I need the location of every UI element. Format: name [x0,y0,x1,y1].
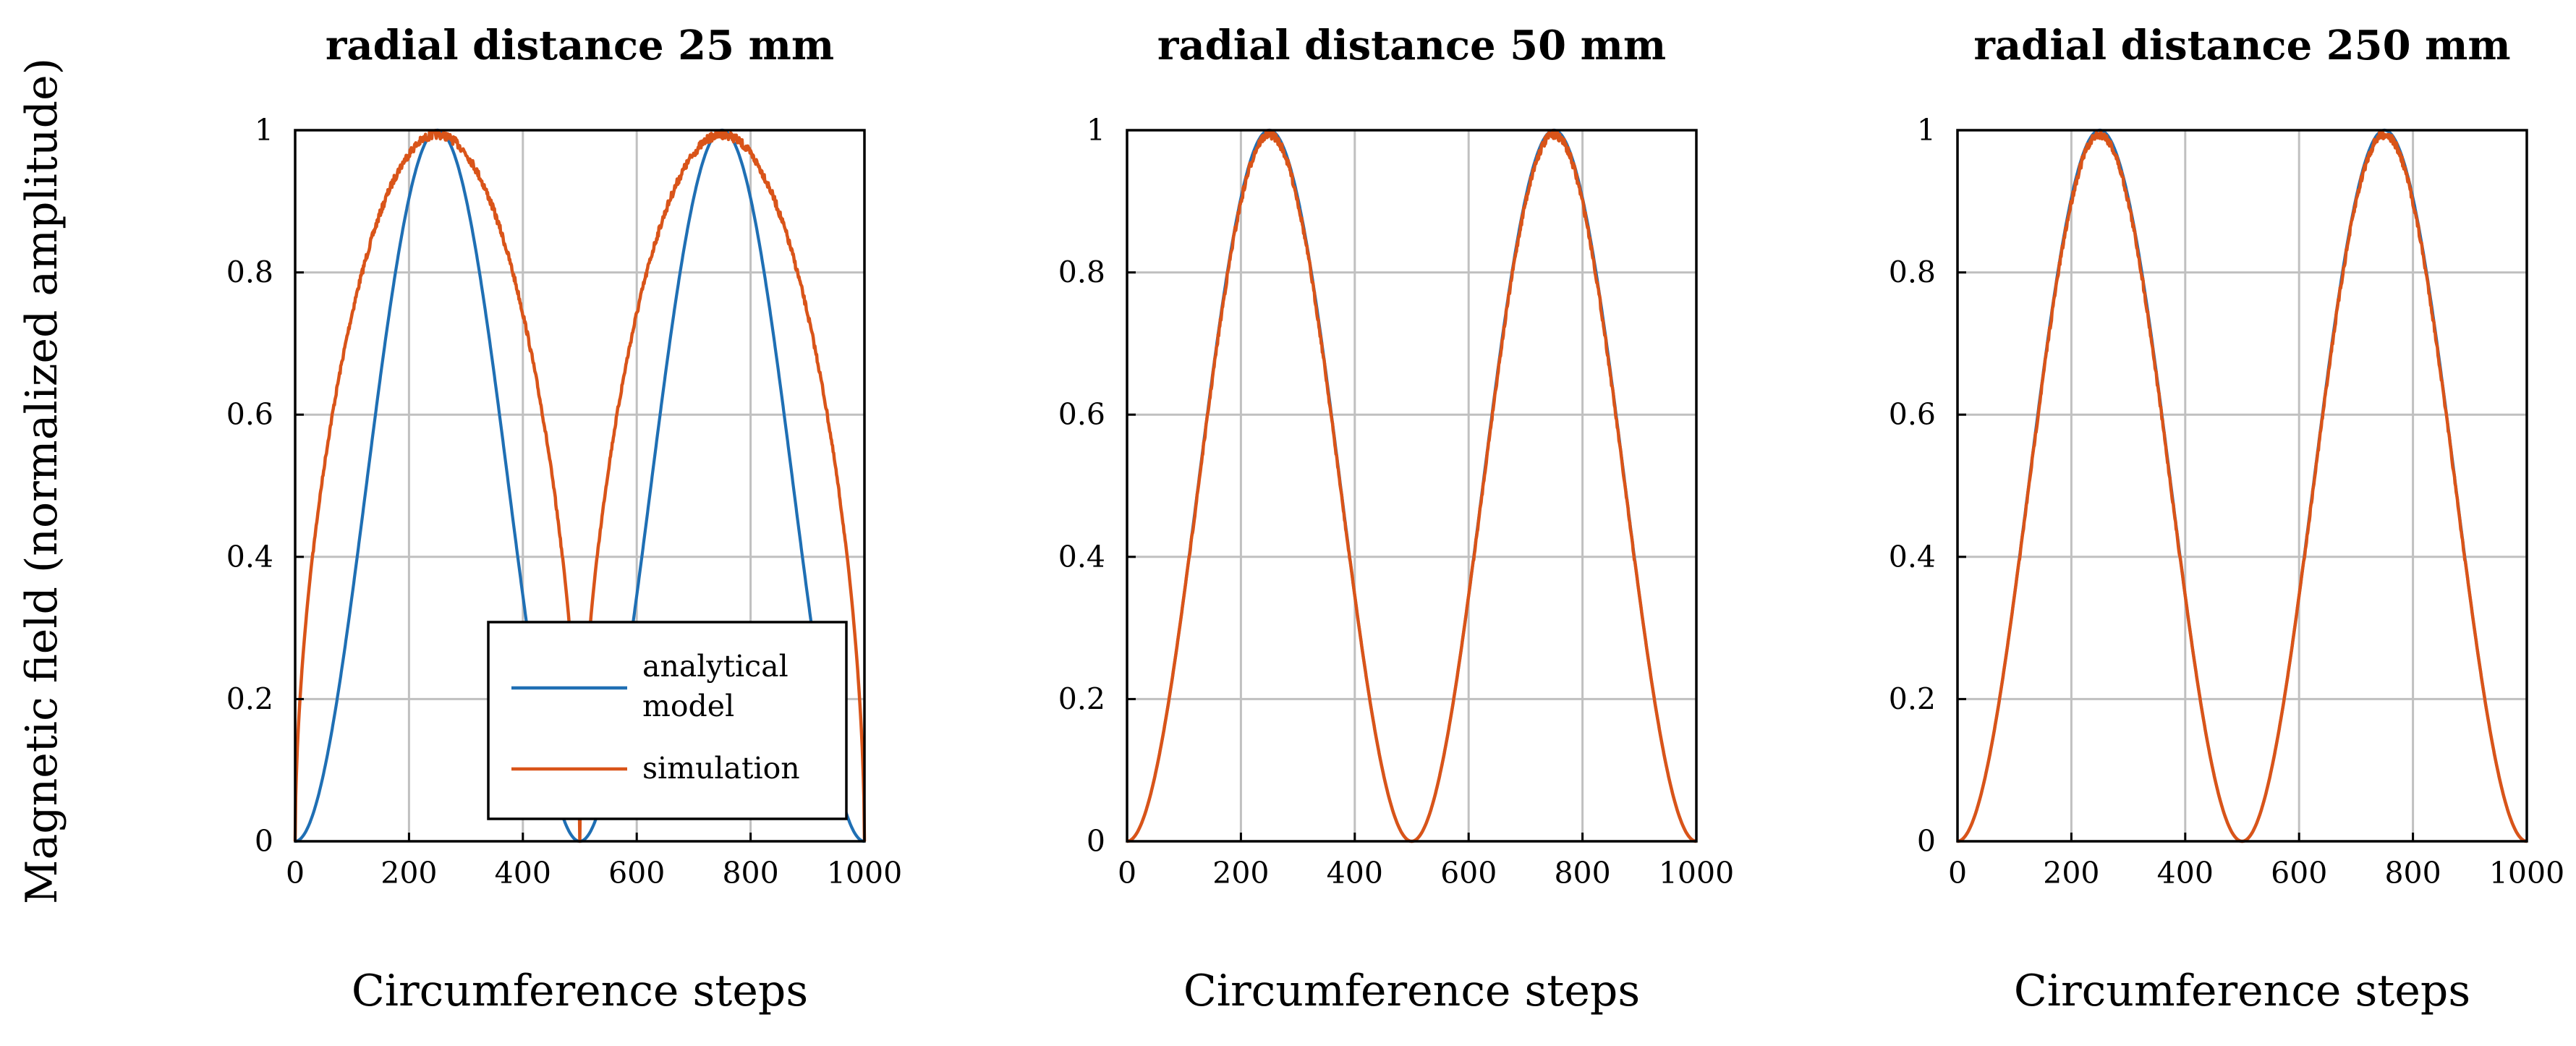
y-tick-label: 0.2 [1889,681,1936,716]
x-tick-label: 600 [2271,856,2327,890]
legend-analytical-label-2: model [642,689,734,723]
y-tick-label: 0.6 [1058,397,1105,432]
x-tick-label: 400 [495,856,551,890]
x-tick-label: 400 [1327,856,1383,890]
legend: analytical model simulation [487,621,848,820]
x-tick-label: 0 [286,856,305,890]
panel-title: radial distance 25 mm [326,22,834,69]
chart-panel-2: 0 200 400 600 800 1000 0 0.2 0.4 0.6 0.8 1 radial di… [1058,22,1734,1016]
y-tick-label: 0.6 [1889,397,1936,432]
y-tick-label: 1 [1087,113,1105,148]
panel-title: radial distance 50 mm [1157,22,1666,69]
y-tick-label: 0.4 [1058,540,1105,574]
y-tick-label: 0.8 [226,255,273,290]
x-tick-label: 1000 [1659,856,1734,890]
chart-panel-1: 0 200 400 600 800 1000 0 0.2 0.4 0.6 0.8 1 radial di… [226,22,902,1016]
panel-title: radial distance 250 mm [1973,22,2510,69]
x-tick-label: 200 [2043,856,2099,890]
y-tick-label: 0.4 [1889,540,1936,574]
x-axis-label: Circumference steps [2014,966,2470,1016]
plot-area [1127,130,1696,841]
y-tick-label: 0.8 [1058,255,1105,290]
x-tick-label: 600 [608,856,665,890]
axes-frame [1956,129,2528,843]
y-tick-label: 1 [255,113,273,148]
x-tick-label: 0 [1118,856,1136,890]
y-tick-label: 1 [1917,113,1936,148]
x-tick-label: 200 [381,856,437,890]
y-tick-label: 0.2 [226,681,273,716]
x-tick-label: 800 [722,856,778,890]
y-tick-label: 0.8 [1889,255,1936,290]
y-tick-label: 0.2 [1058,681,1105,716]
x-tick-label: 600 [1440,856,1497,890]
y-tick-label: 0.4 [226,540,273,574]
y-tick-label: 0 [1087,824,1105,859]
x-tick-label: 0 [1948,856,1967,890]
plot-area [1957,130,2527,841]
legend-simulation-label: simulation [642,751,800,786]
axes-frame [1126,129,1698,843]
x-tick-label: 800 [1554,856,1610,890]
legend-analytical-label: analytical [642,649,788,684]
x-tick-label: 400 [2157,856,2214,890]
x-axis-label: Circumference steps [1183,966,1640,1016]
legend-box [487,621,848,820]
x-tick-label: 1000 [2489,856,2564,890]
x-tick-label: 1000 [827,856,902,890]
x-axis-label: Circumference steps [352,966,808,1016]
axes-frame [294,129,866,843]
chart-panel-3: 0 200 400 600 800 1000 0 0.2 0.4 0.6 0.8 1 radial di… [1889,22,2564,1016]
x-tick-label: 200 [1212,856,1269,890]
y-tick-label: 0 [255,824,273,859]
y-tick-label: 0.6 [226,397,273,432]
y-tick-label: 0 [1917,824,1936,859]
x-tick-label: 800 [2384,856,2441,890]
y-axis-label: Magnetic field (normalized amplitude) [17,58,67,904]
